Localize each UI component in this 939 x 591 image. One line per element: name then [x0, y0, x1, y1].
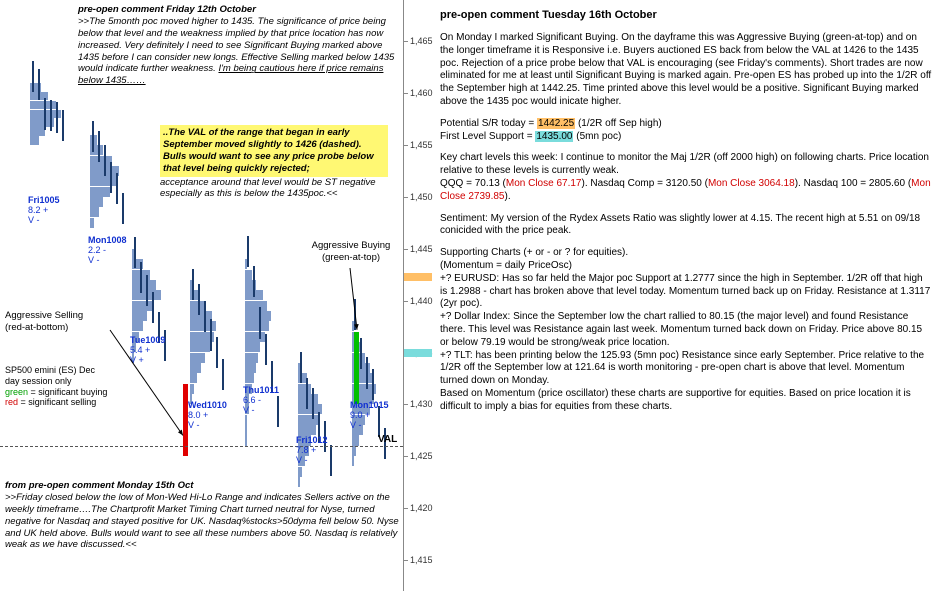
- annot-mon15: from pre-open comment Monday 15th Oct >>…: [5, 480, 400, 551]
- axis-marker: [404, 273, 432, 281]
- right-sr: Potential S/R today = 1442.25 (1/2R off …: [440, 118, 932, 144]
- support-value: 1435.00: [535, 131, 573, 142]
- annot-fri12: pre-open comment Friday 12th October >>T…: [78, 4, 398, 87]
- chart-legend: SP500 emini (ES) Dec day session only gr…: [5, 365, 155, 408]
- left-panel: VALFri10058.2 + V -Mon10082.2 - V -Tue10…: [0, 0, 403, 591]
- axis-tick-label: 1,440: [410, 296, 433, 306]
- annot-yellow-after: acceptance around that level would be ST…: [160, 177, 375, 200]
- val-label: VAL: [378, 434, 397, 445]
- annot-yellow-box: ..The VAL of the range that began in ear…: [160, 125, 388, 177]
- price-axis: 1,4151,4201,4251,4301,4351,4401,4451,450…: [403, 0, 435, 591]
- axis-tick-label: 1,415: [410, 555, 433, 565]
- annot-val-box: ..The VAL of the range that began in ear…: [160, 125, 388, 200]
- axis-tick-label: 1,430: [410, 399, 433, 409]
- axis-tick-label: 1,425: [410, 451, 433, 461]
- right-p5: Supporting Charts (+ or - or ? for equit…: [440, 247, 932, 413]
- annot-agg-buy: Aggressive Buying (green-at-top): [296, 240, 406, 264]
- annot-agg-sell: Aggressive Selling (red-at-bottom): [5, 310, 125, 334]
- axis-marker: [404, 349, 432, 357]
- axis-tick-label: 1,465: [410, 36, 433, 46]
- annot-mon15-header: from pre-open comment Monday 15th Oct: [5, 480, 193, 491]
- axis-tick-label: 1,455: [410, 140, 433, 150]
- right-title: pre-open comment Tuesday 16th October: [440, 8, 932, 22]
- right-p4: Sentiment: My version of the Rydex Asset…: [440, 213, 932, 239]
- axis-tick-label: 1,445: [410, 244, 433, 254]
- axis-tick-label: 1,420: [410, 503, 433, 513]
- right-p1: On Monday I marked Significant Buying. O…: [440, 32, 932, 109]
- sr-value: 1442.25: [537, 118, 575, 129]
- axis-tick-label: 1,460: [410, 88, 433, 98]
- axis-tick-label: 1,450: [410, 192, 433, 202]
- right-panel: pre-open comment Tuesday 16th October On…: [440, 8, 932, 583]
- annot-mon15-body: >>Friday closed below the low of Mon-Wed…: [5, 492, 399, 551]
- annot-fri12-header: pre-open comment Friday 12th October: [78, 4, 256, 15]
- right-p3: Key chart levels this week: I continue t…: [440, 152, 932, 203]
